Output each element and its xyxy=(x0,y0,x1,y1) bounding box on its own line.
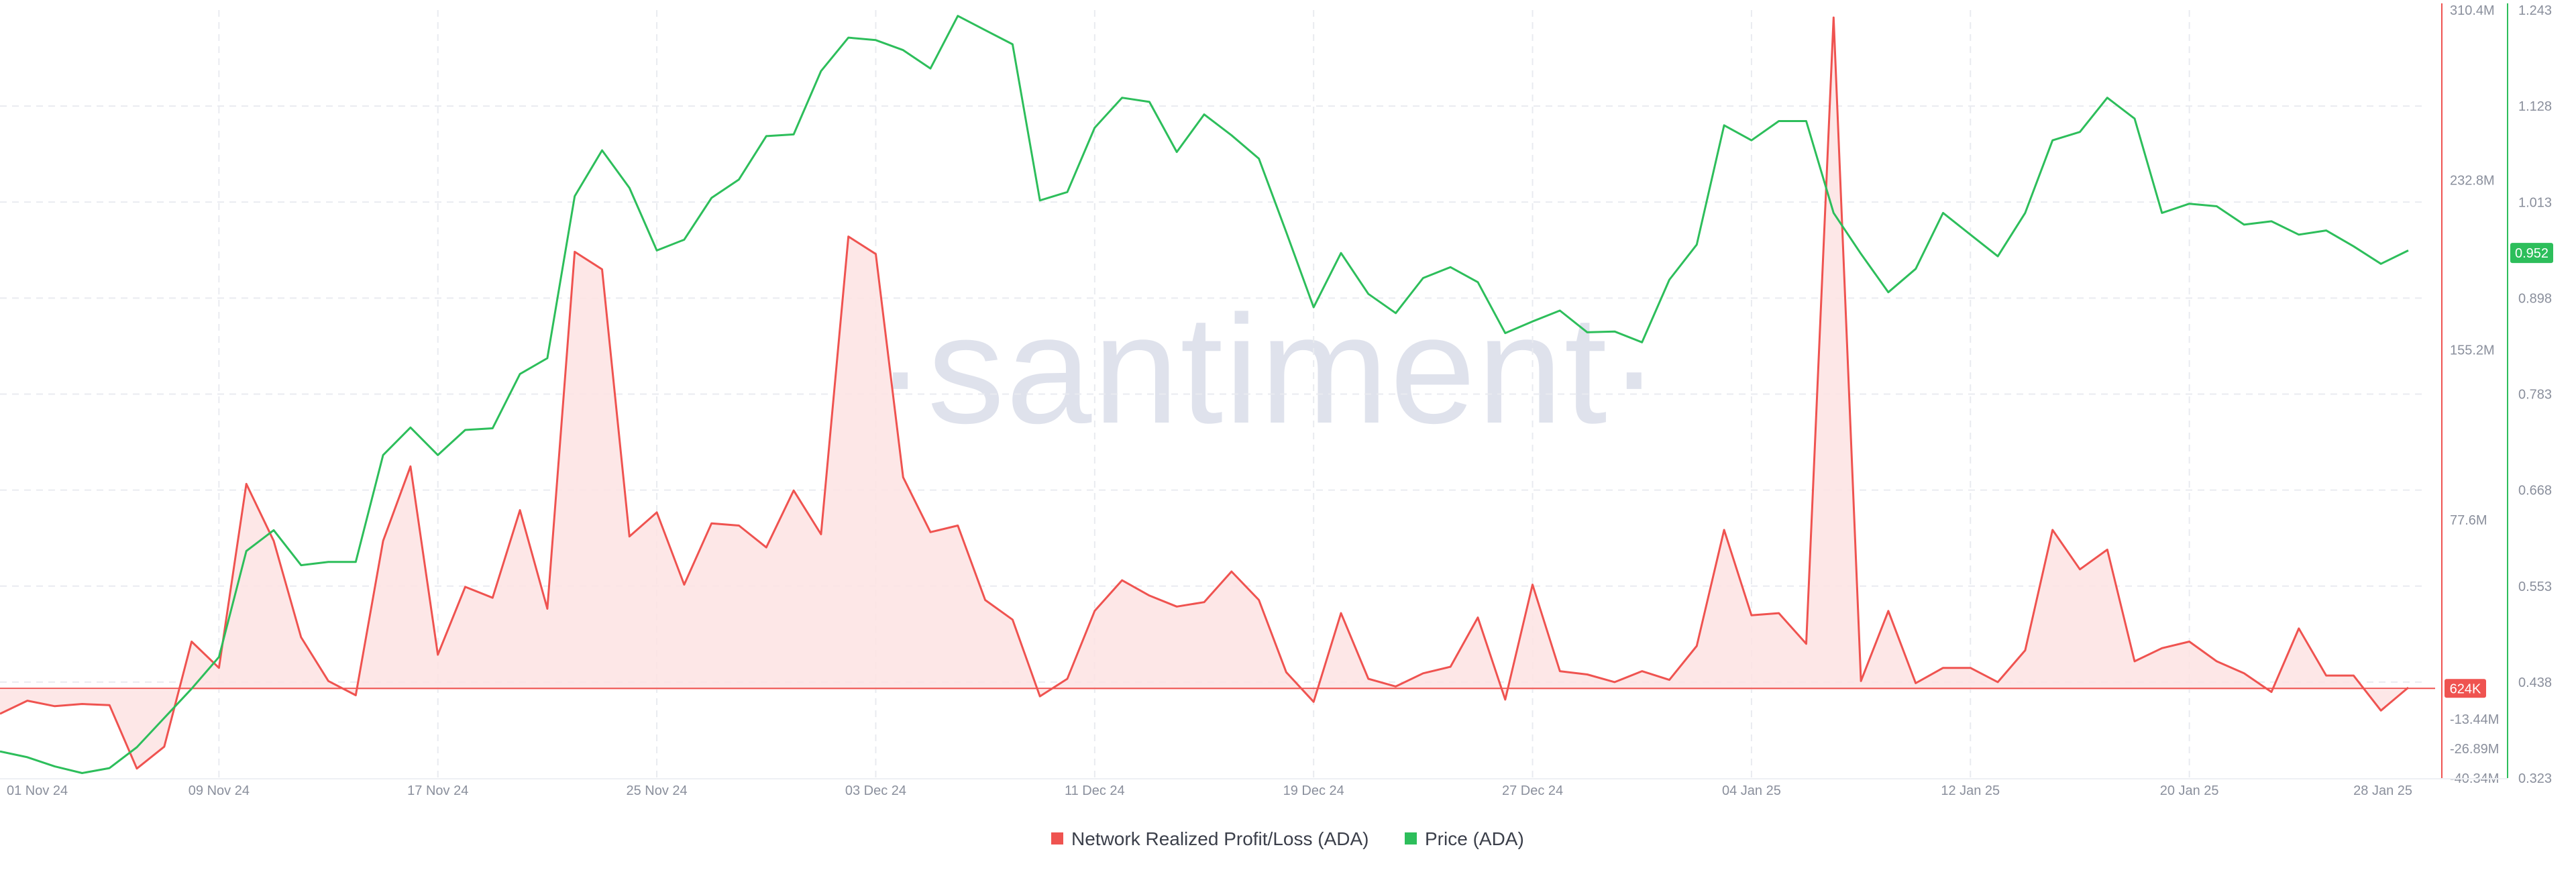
profit-loss-line xyxy=(0,16,2409,770)
x-tick-label: 09 Nov 24 xyxy=(189,783,250,798)
left-axis-tick-label: 232.8M xyxy=(2450,173,2495,188)
x-tick-label: 17 Nov 24 xyxy=(407,783,468,798)
santiment-watermark: ·santiment· xyxy=(875,283,1661,455)
legend-label-profit-loss: Network Realized Profit/Loss (ADA) xyxy=(1071,828,1368,849)
right-axis-tick-label: 1.243 xyxy=(2518,3,2552,18)
x-tick-label: 04 Jan 25 xyxy=(1722,783,1781,798)
legend-label-price: Price (ADA) xyxy=(1425,828,1524,849)
left-axis-tick-label: 155.2M xyxy=(2450,343,2495,358)
price-badge-bg xyxy=(2510,243,2553,264)
price-current-badge: 0.952 xyxy=(2510,243,2553,264)
right-axis-tick-label: 1.013 xyxy=(2518,195,2552,210)
right-axis-tick-label: 0.323 xyxy=(2518,771,2552,786)
right-axis-tick-label: 0.783 xyxy=(2518,388,2552,402)
x-tick-label: 19 Dec 24 xyxy=(1283,783,1344,798)
profit-loss-area-fill xyxy=(0,17,2408,769)
x-tick-label: 27 Dec 24 xyxy=(1502,783,1563,798)
profit-loss-area xyxy=(0,17,2408,769)
series-lines xyxy=(0,15,2435,774)
legend: Network Realized Profit/Loss (ADA) Price… xyxy=(1051,828,1524,849)
left-axis-tick-label: -26.89M xyxy=(2450,742,2499,757)
x-tick-label: 01 Nov 24 xyxy=(7,783,68,798)
x-tick-label: 03 Dec 24 xyxy=(845,783,906,798)
profit-loss-current-badge: 624K xyxy=(2445,679,2486,698)
axes: 01 Nov 24 09 Nov 24 17 Nov 24 25 Nov 24 03 D… xyxy=(0,3,2552,798)
right-axis-tick-label: 0.438 xyxy=(2518,675,2552,690)
price-badge-label: 0.952 xyxy=(2515,246,2548,261)
price-line xyxy=(0,15,2409,774)
left-axis-tick-label: -13.44M xyxy=(2450,712,2499,727)
right-axis-tick-label: 0.553 xyxy=(2518,580,2552,594)
x-tick-label: 28 Jan 25 xyxy=(2353,783,2412,798)
x-tick-label: 12 Jan 25 xyxy=(1941,783,2000,798)
legend-swatch-price xyxy=(1405,832,1417,844)
x-tick-label: 25 Nov 24 xyxy=(627,783,688,798)
legend-swatch-profit-loss xyxy=(1051,832,1063,844)
x-tick-label: 20 Jan 25 xyxy=(2160,783,2219,798)
right-axis-tick-label: 0.898 xyxy=(2518,291,2552,306)
left-axis-tick-label: 77.6M xyxy=(2450,513,2487,528)
left-axis-tick-label: 310.4M xyxy=(2450,3,2495,18)
x-tick-label: 11 Dec 24 xyxy=(1065,783,1125,798)
current-value-badges: 624K 0.952 xyxy=(2445,243,2553,698)
right-axis-tick-label: 1.128 xyxy=(2518,99,2552,114)
profit-loss-badge-bg xyxy=(2445,679,2486,698)
right-axis-tick-label: 0.668 xyxy=(2518,484,2552,498)
profit-loss-badge-label: 624K xyxy=(2450,682,2481,696)
